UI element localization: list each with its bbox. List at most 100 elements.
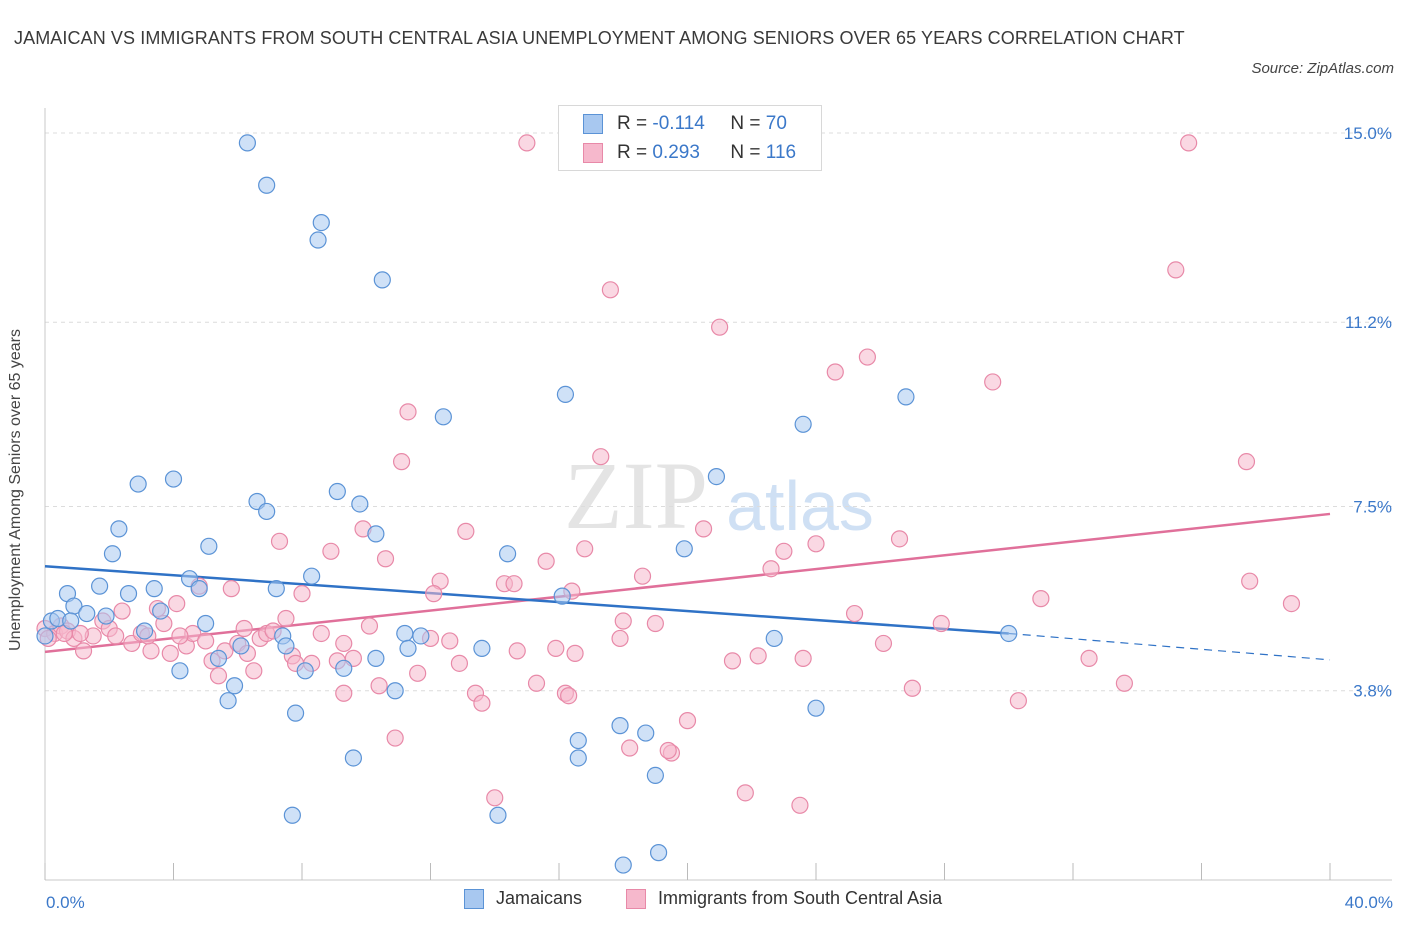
immigrants-point <box>826 363 844 381</box>
immigrants-point <box>984 373 1002 391</box>
immigrants-point <box>807 535 825 553</box>
jamaicans-point <box>171 662 189 680</box>
r-value: 0.293 <box>652 142 700 163</box>
immigrants-point <box>1167 261 1185 279</box>
immigrants-point <box>450 654 469 672</box>
immigrants-point <box>659 741 677 760</box>
immigrants-point <box>168 594 186 613</box>
immigrants-point <box>508 642 526 660</box>
immigrants-point <box>874 634 893 653</box>
jamaicans-point <box>569 731 587 750</box>
immigrants-point <box>1009 692 1027 710</box>
jamaicans-point <box>286 704 305 722</box>
jamaicans-point <box>283 806 301 824</box>
immigrants-point <box>932 614 950 633</box>
immigrants-point <box>646 614 664 633</box>
immigrants-point <box>560 687 578 705</box>
immigrants-point <box>197 632 215 650</box>
immigrants-point <box>270 532 289 550</box>
jamaicans-point <box>267 580 285 598</box>
n-value: 116 <box>765 142 797 163</box>
jamaicans-point <box>649 844 668 862</box>
jamaicans-point <box>335 659 353 677</box>
immigrants-point <box>107 627 125 645</box>
jamaicans-trend-line <box>44 564 1009 635</box>
immigrants-point <box>518 134 536 152</box>
immigrants-point <box>576 540 594 558</box>
chart-source: Source: ZipAtlas.com <box>1251 60 1394 77</box>
immigrants-point <box>537 552 555 570</box>
jamaicans-point <box>399 639 417 658</box>
jamaicans-point <box>303 567 321 585</box>
jamaicans-point <box>897 388 915 406</box>
y-tick-label: 7.5% <box>1353 497 1392 516</box>
jamaicans-point <box>209 649 228 667</box>
r-value: -0.114 <box>652 113 705 134</box>
jamaicans-point <box>412 627 430 645</box>
jamaicans-point <box>232 637 250 655</box>
jamaicans-point <box>219 692 237 710</box>
immigrants-point <box>791 796 809 814</box>
jamaicans-point <box>611 717 629 735</box>
jamaicans-point <box>119 585 138 603</box>
immigrants-point <box>601 281 620 299</box>
immigrants-point <box>611 629 629 648</box>
jamaicans-point <box>190 580 208 598</box>
jamaicans-point <box>200 537 218 555</box>
immigrants-point <box>277 609 295 628</box>
immigrants-point <box>312 624 330 643</box>
legend-swatch-pink <box>626 888 646 909</box>
immigrants-point <box>376 550 395 568</box>
legend-label-jamaicans: Jamaicans <box>496 888 583 908</box>
jamaicans-point <box>373 271 391 289</box>
immigrants-point <box>794 649 812 667</box>
immigrants-point <box>1180 134 1198 152</box>
y-tick-label: 15.0% <box>1344 124 1392 143</box>
jamaicans-point <box>164 470 183 488</box>
immigrants-point <box>858 348 877 366</box>
jamaicans-point <box>434 408 452 426</box>
jamaicans-point <box>396 624 414 643</box>
r-label: R = <box>617 113 648 134</box>
series-legend: Jamaicans Immigrants from South Central … <box>0 888 1406 916</box>
n-label: N = <box>730 142 761 163</box>
legend-swatch-pink <box>583 143 603 163</box>
immigrants-point <box>723 652 742 670</box>
y-tick-label: 3.8% <box>1353 682 1392 701</box>
immigrants-point <box>386 729 404 747</box>
jamaicans-point <box>110 520 128 538</box>
axes <box>44 108 1392 881</box>
immigrants-point <box>457 522 475 540</box>
immigrants-point <box>566 644 584 662</box>
legend-swatch-blue <box>464 888 484 909</box>
immigrants-point <box>74 642 93 660</box>
legend-item-immigrants[interactable]: Immigrants from South Central Asia <box>626 888 942 909</box>
immigrants-point <box>161 644 179 662</box>
jamaicans-point <box>258 502 276 521</box>
jamaicans-point <box>296 662 314 680</box>
tick-labels: 3.8% 7.5% 11.2% 15.0% 0.0% 40.0% <box>46 124 1393 912</box>
immigrants-point <box>441 632 459 650</box>
immigrants-point <box>1115 674 1134 692</box>
jamaicans-point <box>489 806 507 824</box>
jamaicans-point <box>473 639 491 658</box>
series-jamaicans-points <box>36 134 1018 874</box>
jamaicans-point <box>78 604 96 623</box>
immigrants-point <box>711 318 729 336</box>
jamaicans-point <box>556 385 575 404</box>
jamaicans-point <box>675 540 693 558</box>
immigrants-point <box>335 684 353 702</box>
jamaicans-point <box>794 415 812 433</box>
immigrants-point <box>235 619 253 638</box>
legend-item-jamaicans[interactable]: Jamaicans <box>464 888 582 909</box>
immigrants-point <box>547 639 565 658</box>
n-label: N = <box>730 113 761 134</box>
immigrants-point <box>486 789 504 807</box>
immigrants-point <box>762 560 780 578</box>
jamaicans-point <box>129 475 147 493</box>
immigrants-point <box>322 542 340 560</box>
legend-row-immigrants: R = 0.293 N = 116 <box>583 138 796 168</box>
jamaicans-point <box>569 749 587 767</box>
immigrants-point <box>890 530 909 548</box>
